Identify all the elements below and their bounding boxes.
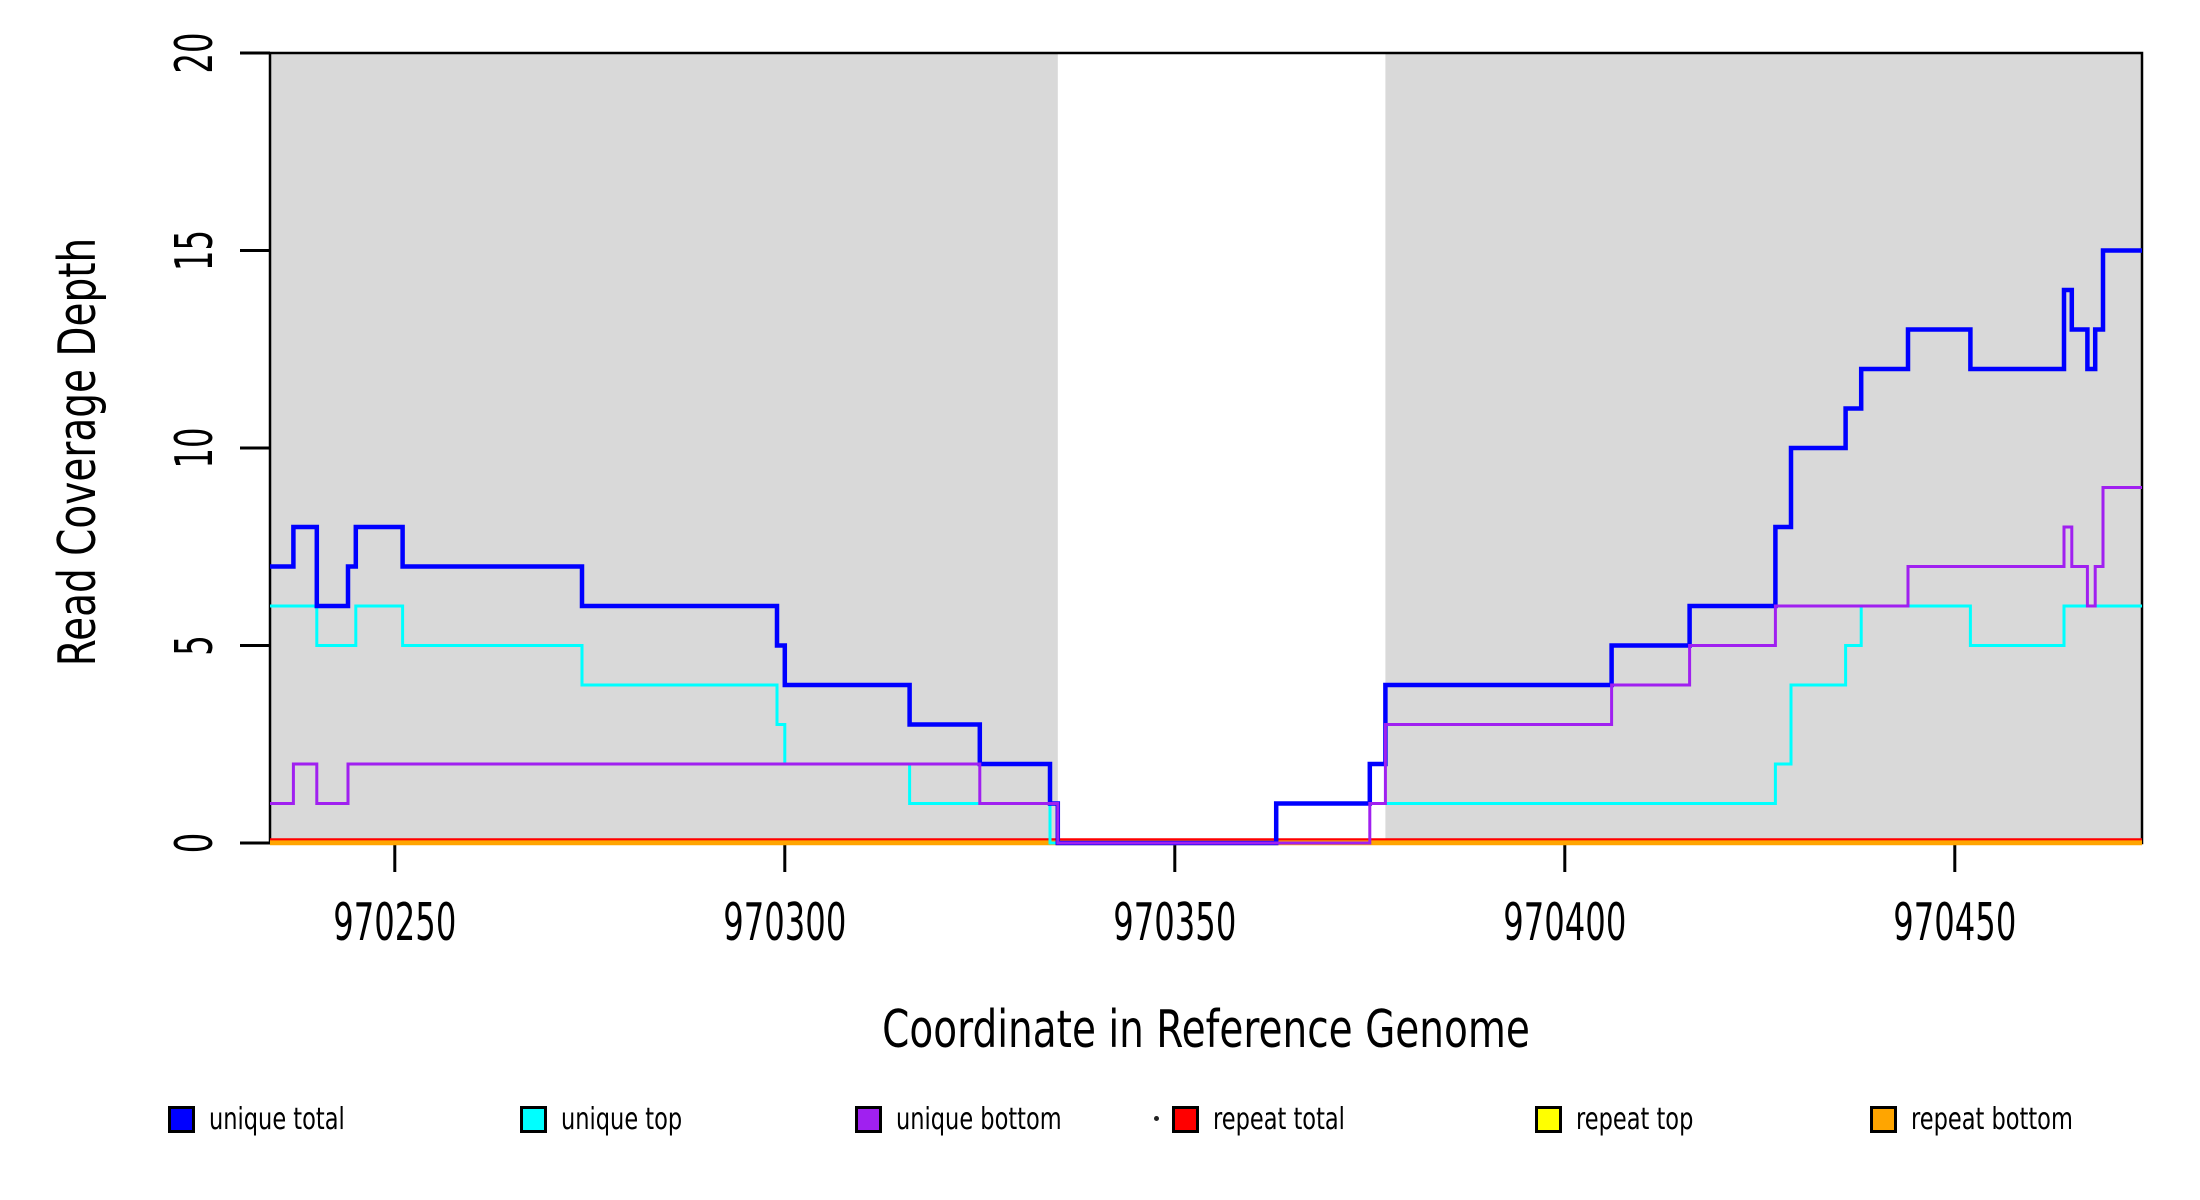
y-axis-title: Read Coverage Depth [48, 237, 108, 667]
shaded-region [270, 53, 1058, 843]
series-unique-top [270, 604, 2142, 845]
x-axis-title: Coordinate in Reference Genome [882, 1000, 1530, 1060]
x-tick-label: 970250 [333, 893, 456, 953]
series-unique-bottom [270, 486, 2142, 845]
x-tick-label: 970300 [723, 893, 846, 953]
y-tick-label: 20 [165, 32, 225, 73]
series-unique-total [270, 248, 2142, 846]
y-tick-label: 0 [165, 833, 225, 854]
stray-dot-artifact [1154, 1116, 1159, 1121]
shaded-region [1385, 53, 2142, 843]
x-tick-label: 970450 [1893, 893, 2016, 953]
y-tick-label: 5 [165, 635, 225, 656]
x-tick-label: 970350 [1113, 893, 1236, 953]
y-tick-label: 10 [165, 427, 225, 468]
y-tick-label: 15 [165, 230, 225, 271]
x-tick-label: 970400 [1503, 893, 1626, 953]
